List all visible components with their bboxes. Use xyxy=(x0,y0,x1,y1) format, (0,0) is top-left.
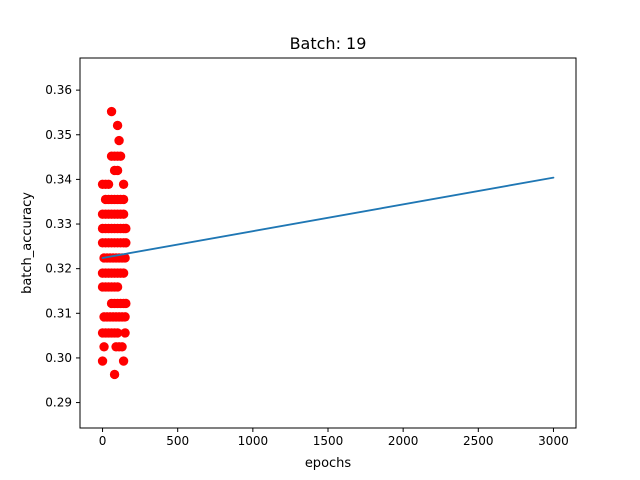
x-tick-label: 2500 xyxy=(463,434,494,448)
scatter-point xyxy=(121,223,131,234)
scatter-point xyxy=(112,165,123,176)
y-tick-label: 0.32 xyxy=(45,262,72,276)
y-axis: 0.29 0.30 0.31 0.32 0.33 0.34 0.35 0.36 xyxy=(45,83,80,410)
scatter-point xyxy=(121,298,131,309)
chart-title: Batch: 19 xyxy=(290,34,367,53)
y-tick-label: 0.31 xyxy=(45,306,72,320)
scatter-point xyxy=(118,268,129,278)
scatter-point xyxy=(118,179,129,190)
x-axis: 0 500 1000 1500 2000 2500 3000 xyxy=(99,428,569,448)
scatter-point xyxy=(118,356,129,366)
scatter-point xyxy=(115,151,126,161)
x-tick-label: 1000 xyxy=(238,434,269,448)
x-tick-label: 0 xyxy=(99,434,107,448)
scatter-point xyxy=(106,106,117,117)
x-tick-label: 500 xyxy=(166,434,189,448)
x-tick-label: 1500 xyxy=(313,434,344,448)
x-tick-label: 2000 xyxy=(388,434,419,448)
y-tick-label: 0.33 xyxy=(45,217,72,231)
scatter-point xyxy=(118,209,129,219)
scatter-point xyxy=(112,282,123,292)
scatter-point xyxy=(121,238,131,248)
plot-area xyxy=(97,106,555,380)
scatter-point xyxy=(112,120,123,131)
y-axis-label: batch_accuracy xyxy=(20,192,35,294)
y-tick-label: 0.29 xyxy=(45,396,72,410)
scatter-point xyxy=(120,312,130,322)
scatter-point xyxy=(103,179,114,190)
scatter-point xyxy=(117,342,127,352)
y-tick-label: 0.30 xyxy=(45,351,72,365)
y-tick-label: 0.34 xyxy=(45,172,72,186)
scatter-point xyxy=(97,356,108,366)
scatter-point xyxy=(118,194,129,205)
scatter-point xyxy=(120,328,130,338)
scatter-point xyxy=(120,253,130,263)
scatter-point xyxy=(112,328,123,338)
scatter-point xyxy=(114,135,124,146)
y-tick-label: 0.36 xyxy=(45,83,72,97)
x-tick-label: 3000 xyxy=(538,434,569,448)
y-tick-label: 0.35 xyxy=(45,128,72,142)
scatter-point xyxy=(99,342,109,352)
trend-line xyxy=(101,176,555,259)
x-axis-label: epochs xyxy=(305,456,352,471)
scatter-point xyxy=(109,369,120,380)
